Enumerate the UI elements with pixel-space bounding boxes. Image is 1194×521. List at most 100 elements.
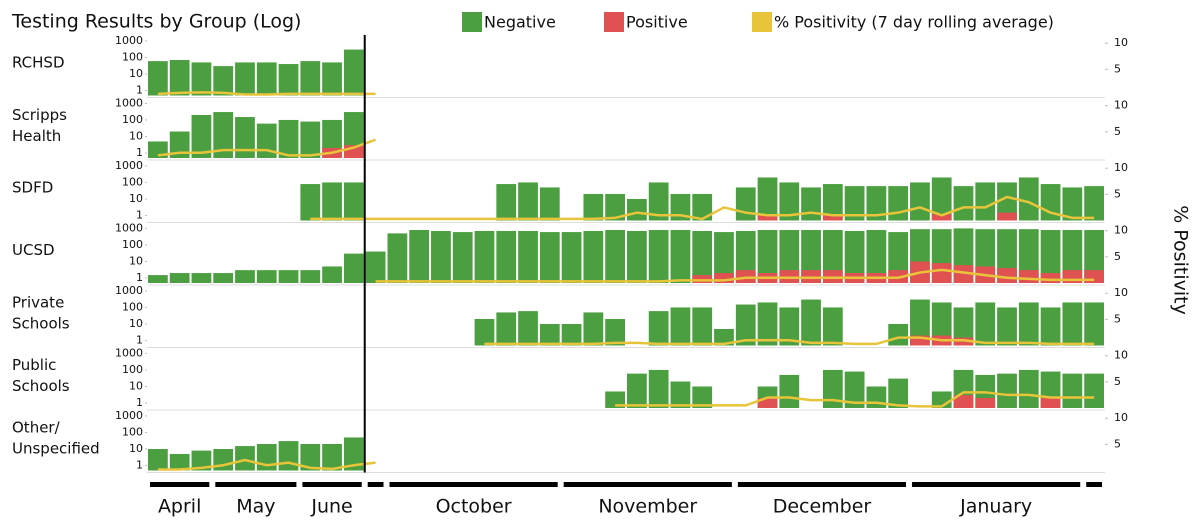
y2-tick-label: 10 [1114,411,1128,424]
negative-bar [801,187,821,221]
negative-bar [888,323,909,346]
negative-bar [648,230,669,283]
negative-bar [822,369,843,408]
negative-bar [278,119,299,158]
panel-label: Public [12,356,56,374]
negative-bar [844,186,865,221]
negative-bar [539,232,560,283]
y-tick-label: 10 [129,379,143,392]
negative-bar [735,230,756,283]
negative-bar [365,251,386,283]
negative-bar [235,270,255,283]
legend-label: % Positivity (7 day rolling average) [774,13,1054,32]
y-tick-label: 1 [136,209,143,222]
negative-bar [496,230,517,283]
y-tick-label: 10 [129,192,143,205]
negative-bar [735,304,756,346]
month-label: April [158,496,201,518]
positive-bar [931,214,952,221]
negative-bar [300,61,321,96]
negative-bar [757,177,778,221]
negative-bar [931,177,952,221]
negative-bar [975,182,996,221]
negative-bar [822,307,843,346]
negative-bar [844,230,865,283]
negative-bar [779,182,800,221]
panel-label: Private [12,294,64,312]
y-tick-label: 10 [129,67,143,80]
negative-bar [997,307,1017,346]
negative-bar [1018,229,1039,283]
month-label: June [310,496,352,518]
y-tick-label: 1000 [115,284,143,297]
month-label: May [236,496,275,518]
y2-tick-label: 5 [1114,125,1121,138]
panel-label: Unspecified [12,440,100,458]
positivity-line [310,195,1095,221]
negative-bar [910,299,930,346]
negative-bar [627,373,647,408]
negative-bar [518,182,538,221]
legend-label: Positive [626,13,688,32]
y2-tick-label: 5 [1114,312,1121,325]
negative-bar [692,307,713,346]
month-label: December [773,496,872,518]
y-tick-label: 1 [136,396,143,409]
positive-bar [822,214,843,221]
negative-bar [169,273,190,283]
legend-swatch [752,12,772,32]
panel-label: UCSD [12,241,55,259]
negative-bar [779,307,800,346]
negative-bar [1040,230,1061,283]
positive-bar [953,337,974,346]
y-tick-label: 1 [136,334,143,347]
panel-label: Health [12,127,61,145]
negative-bar [583,194,604,221]
positive-bar [714,273,734,283]
positive-bar [953,265,974,283]
negative-bar [735,187,756,221]
negative-bar [539,323,560,346]
positivity-line [157,458,376,471]
y2-tick-label: 10 [1114,224,1128,237]
negative-bar [148,448,168,471]
negative-bar [169,453,190,471]
negative-bar [714,328,734,346]
negative-bar [605,230,625,283]
negative-bar [169,60,190,96]
negative-bar [343,253,364,283]
y-tick-label: 1000 [115,346,143,359]
negative-bar [256,270,277,283]
negative-bar [343,437,364,471]
y-tick-label: 100 [122,425,143,438]
month-bar [912,482,1081,487]
negative-bar [169,131,190,158]
negative-bar [539,187,560,221]
negative-bar [343,49,364,96]
negative-bar [692,230,713,283]
month-label: November [598,496,697,518]
y-tick-label: 100 [122,50,143,63]
negative-bar [997,182,1017,221]
negative-bar [191,450,212,471]
y-tick-label: 1 [136,271,143,284]
y2-tick-label: 5 [1114,62,1121,75]
negative-bar [648,311,669,346]
month-bar [389,482,558,487]
positivity-line [484,336,1095,346]
negative-bar [1018,302,1039,346]
month-bar [737,482,907,487]
negative-bar [1062,230,1083,283]
negative-bar [779,374,800,408]
negative-bar [648,369,669,408]
y-tick-label: 100 [122,175,143,188]
negative-bar [474,319,495,346]
negative-bar [779,230,800,283]
y-tick-label: 1000 [115,34,143,47]
negative-bar [605,194,625,221]
negative-bar [627,198,647,221]
negative-bar [692,194,713,221]
y-tick-label: 1 [136,146,143,159]
negative-bar [975,302,996,346]
negative-bar [235,446,255,471]
